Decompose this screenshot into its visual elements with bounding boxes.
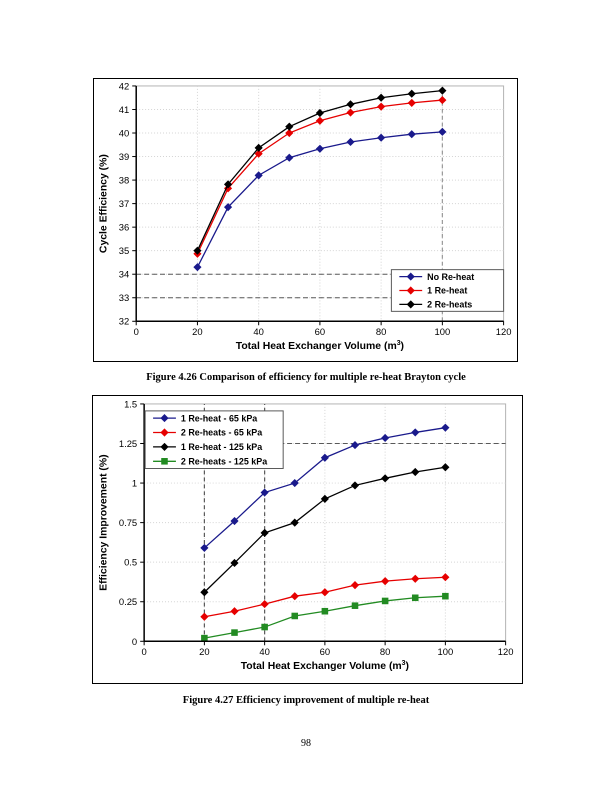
tick-labels: 0 20 40 60 80 100 120 32 33 34 35 36 37 38 39 40 41 42 xyxy=(119,80,512,337)
chart-canvas: 0 20 40 60 80 100 120 32 33 34 35 36 37 38 39 40 41 42 Tot… xyxy=(98,80,512,352)
series-1-re-heat-125-kpa xyxy=(200,463,450,597)
svg-text:39: 39 xyxy=(119,151,129,162)
svg-text:2 Re-heats: 2 Re-heats xyxy=(427,300,472,310)
series-2-re-heats-125-kpa xyxy=(201,592,449,642)
legend: No Re-heat 1 Re-heat 2 Re-heats xyxy=(390,269,505,312)
svg-text:60: 60 xyxy=(320,646,330,657)
svg-text:80: 80 xyxy=(376,326,386,337)
svg-text:120: 120 xyxy=(498,646,514,657)
figure-4-27-frame: 0 20 40 60 80 100 120 0 0.25 0.5 0.75 1 1.25 1.5 Total… xyxy=(92,395,523,684)
svg-text:100: 100 xyxy=(434,326,450,337)
svg-text:35: 35 xyxy=(119,245,129,256)
svg-text:No Re-heat: No Re-heat xyxy=(427,272,474,282)
series-2-re-heats-65-kpa xyxy=(200,573,450,621)
svg-text:1 Re-heat: 1 Re-heat xyxy=(427,286,467,296)
svg-text:0: 0 xyxy=(142,646,147,657)
svg-text:2 Re-heats - 65 kPa: 2 Re-heats - 65 kPa xyxy=(181,428,263,438)
svg-text:40: 40 xyxy=(253,326,263,337)
svg-text:42: 42 xyxy=(119,80,129,91)
svg-text:80: 80 xyxy=(380,646,390,657)
y-axis-title: Efficiency Improvement (%) xyxy=(98,454,109,590)
svg-text:20: 20 xyxy=(199,646,209,657)
series-1-re-heat-65-kpa xyxy=(200,423,450,553)
svg-text:100: 100 xyxy=(438,646,454,657)
svg-text:0: 0 xyxy=(132,636,137,647)
svg-text:2 Re-heats - 125 kPa: 2 Re-heats - 125 kPa xyxy=(181,456,268,466)
svg-text:40: 40 xyxy=(259,646,269,657)
x-axis-title: Total Heat Exchanger Volume (m3) xyxy=(236,340,404,352)
svg-text:32: 32 xyxy=(119,316,129,327)
svg-text:120: 120 xyxy=(496,326,512,337)
y-axis-title: Cycle Efficiency (%) xyxy=(98,154,109,253)
series-2-re-heats xyxy=(193,86,447,255)
figure-4-26-frame: 0 20 40 60 80 100 120 32 33 34 35 36 37 38 39 40 41 42 Tot… xyxy=(93,78,518,362)
svg-text:1: 1 xyxy=(132,478,137,489)
svg-text:36: 36 xyxy=(119,222,129,233)
figure-4-26-caption: Figure 4.26 Comparison of efficiency for… xyxy=(146,372,466,383)
svg-text:1.25: 1.25 xyxy=(119,438,137,449)
svg-text:37: 37 xyxy=(119,198,129,209)
svg-text:33: 33 xyxy=(119,292,129,303)
svg-text:1 Re-heat - 65 kPa: 1 Re-heat - 65 kPa xyxy=(181,413,258,423)
tick-labels: 0 20 40 60 80 100 120 0 0.25 0.5 0.75 1 1.25 1.5 xyxy=(119,398,514,657)
axes xyxy=(140,403,507,646)
svg-text:0.5: 0.5 xyxy=(124,557,137,568)
svg-text:38: 38 xyxy=(119,175,129,186)
svg-text:0.25: 0.25 xyxy=(119,596,137,607)
series-1-re-heat xyxy=(193,95,447,258)
svg-text:1 Re-heat - 125 kPa: 1 Re-heat - 125 kPa xyxy=(181,442,263,452)
svg-text:41: 41 xyxy=(119,104,129,115)
page-number: 98 xyxy=(301,738,311,749)
svg-text:0: 0 xyxy=(134,326,139,337)
svg-text:60: 60 xyxy=(315,326,325,337)
svg-text:0.75: 0.75 xyxy=(119,517,137,528)
chart-canvas: 0 20 40 60 80 100 120 0 0.25 0.5 0.75 1 1.25 1.5 Total… xyxy=(98,398,514,672)
figure-4-27-chart: 0 20 40 60 80 100 120 0 0.25 0.5 0.75 1 1.25 1.5 Total… xyxy=(93,396,522,683)
axes xyxy=(132,85,505,326)
legend: 1 Re-heat - 65 kPa 2 Re-heats - 65 kPa 1 R… xyxy=(144,410,284,469)
svg-text:1.5: 1.5 xyxy=(124,398,137,409)
figure-4-27-caption: Figure 4.27 Efficiency improvement of mu… xyxy=(182,695,430,706)
x-axis-title: Total Heat Exchanger Volume (m3) xyxy=(241,660,409,672)
svg-text:20: 20 xyxy=(192,326,202,337)
svg-text:34: 34 xyxy=(119,269,129,280)
figure-4-26-chart: 0 20 40 60 80 100 120 32 33 34 35 36 37 38 39 40 41 42 Tot… xyxy=(94,79,517,361)
svg-text:40: 40 xyxy=(119,127,129,138)
series-no-re-heat xyxy=(193,127,447,272)
